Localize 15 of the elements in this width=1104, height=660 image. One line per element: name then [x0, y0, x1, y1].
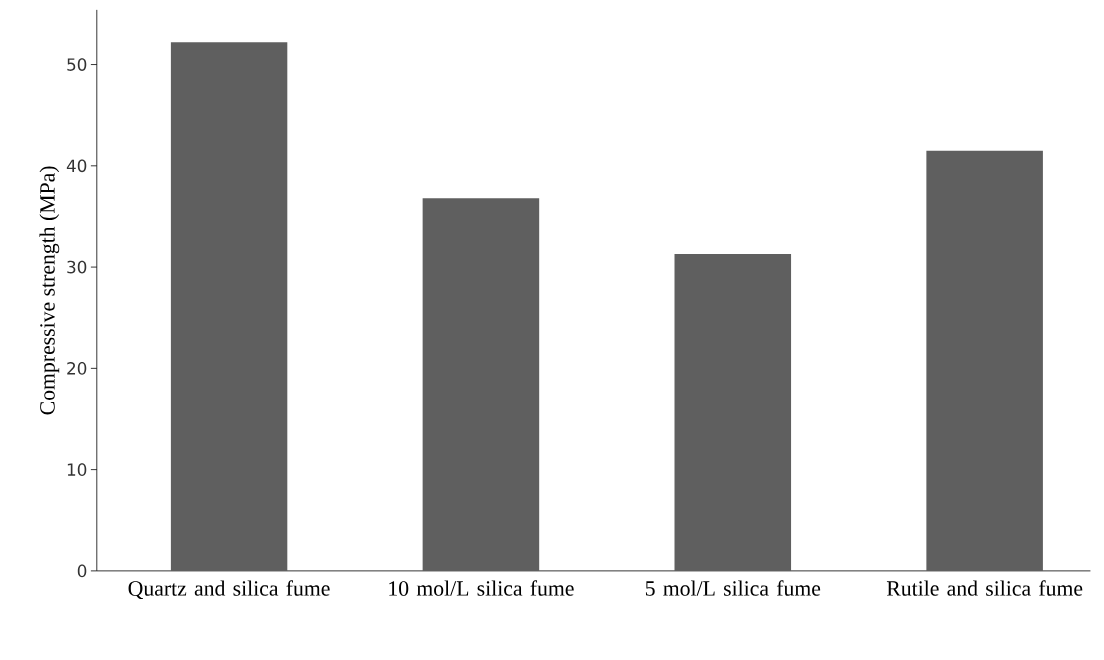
- x-tick-label: Rutile and silica fume: [886, 580, 1083, 596]
- y-tick-label: 20: [67, 362, 87, 375]
- y-tick-label: 30: [67, 260, 87, 274]
- x-tick-label: 10 mol/L silica fume: [389, 580, 574, 596]
- y-tick-label: 0: [77, 564, 87, 578]
- bar: [674, 254, 792, 571]
- y-tick-label: 40: [66, 159, 87, 173]
- bar: [422, 198, 540, 571]
- x-tick-label: Quartz and silica fume: [128, 580, 330, 600]
- x-tick-label: 5 mol/L silica fume: [645, 580, 821, 596]
- y-axis-title: Compressive strength (MPa): [39, 166, 60, 415]
- y-tick-label: 10: [67, 463, 87, 477]
- bar: [170, 42, 288, 571]
- bar: [926, 150, 1043, 571]
- y-tick-label: 50: [67, 58, 87, 72]
